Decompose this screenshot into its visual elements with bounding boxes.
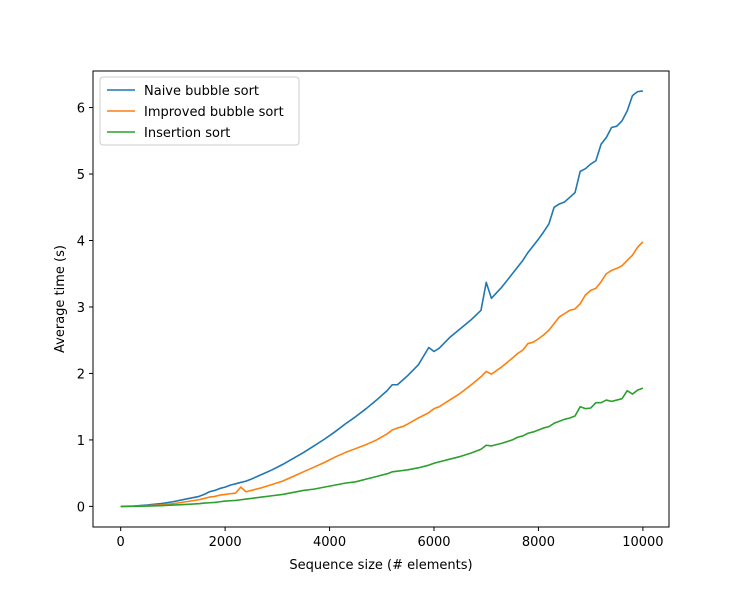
x-tick-label: 6000 [417, 535, 450, 550]
legend-box [99, 76, 300, 146]
legend-label-2: Insertion sort [144, 126, 230, 141]
series-line-1 [120, 241, 644, 508]
x-tick-label: 2000 [209, 535, 242, 550]
y-tick-label: 4 [77, 235, 85, 250]
x-axis-label: Sequence size (# elements) [289, 558, 472, 573]
legend-label-0: Naive bubble sort [144, 84, 259, 99]
series-line-0 [120, 90, 643, 508]
x-tick-label: 8000 [522, 535, 555, 550]
x-axis: 0 2000 4000 6000 8000 10000 [117, 527, 664, 550]
y-axis: 0 1 2 3 4 5 6 [77, 102, 93, 515]
y-tick-label: 2 [77, 367, 85, 382]
x-tick-label: 10000 [622, 535, 663, 550]
legend: Naive bubble sort Improved bubble sort Ins… [99, 76, 300, 146]
y-tick-label: 0 [77, 500, 85, 515]
x-tick-label: 0 [117, 535, 125, 550]
legend-label-1: Improved bubble sort [144, 105, 284, 120]
y-tick-label: 6 [77, 102, 85, 117]
x-tick-label: 4000 [313, 535, 346, 550]
y-tick-label: 1 [77, 434, 85, 449]
series-line-2 [120, 387, 644, 508]
y-tick-label: 5 [77, 168, 85, 183]
plot-frame [92, 70, 670, 528]
y-tick-label: 3 [77, 301, 85, 316]
plot-area [120, 90, 644, 508]
y-axis-label: Average time (s) [53, 245, 68, 353]
